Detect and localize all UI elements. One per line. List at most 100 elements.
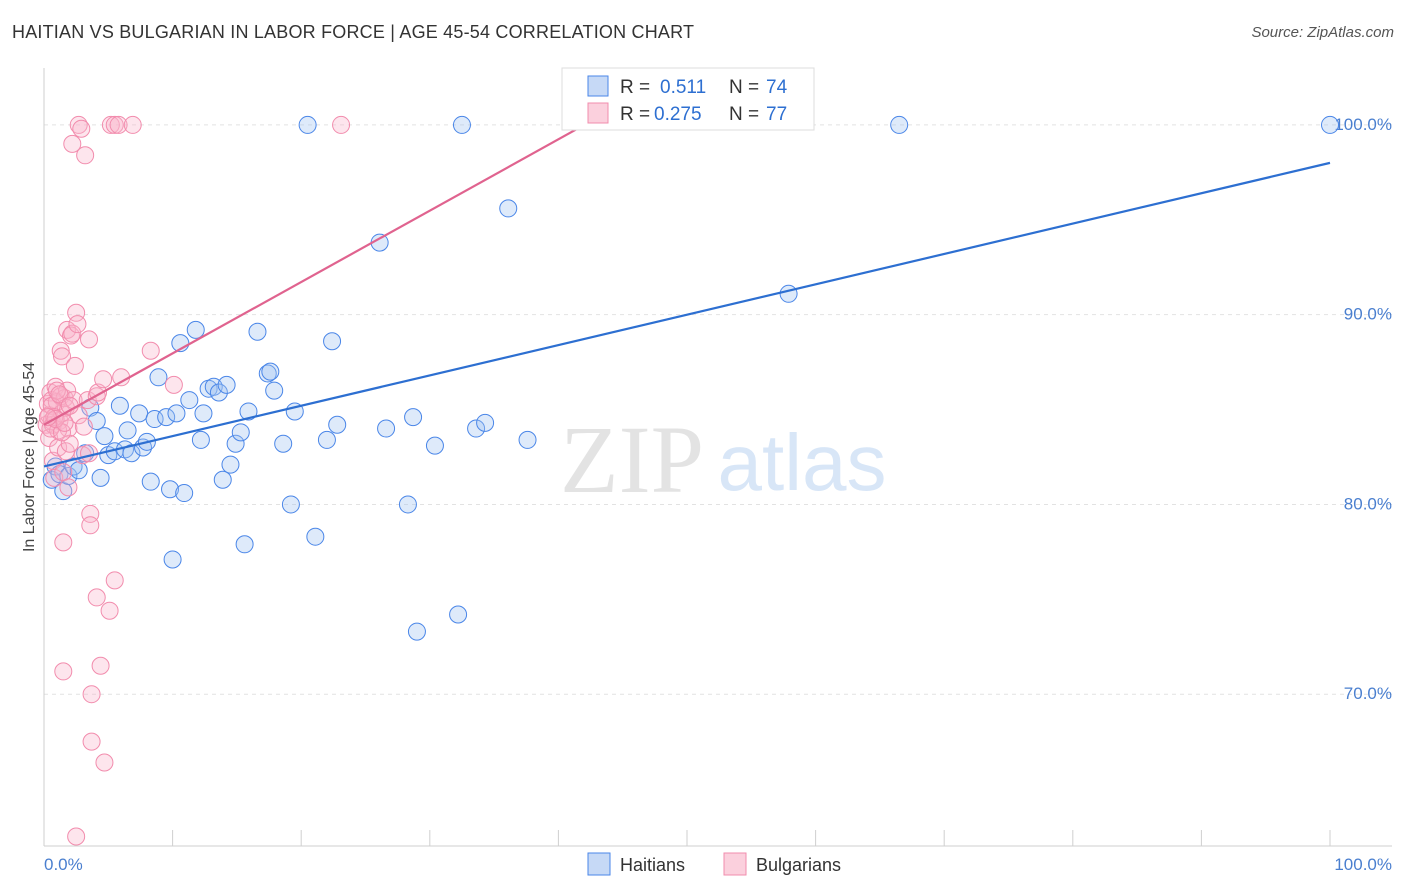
haitian-point: [226, 434, 245, 453]
haitian-point: [122, 444, 141, 463]
trendline-bulgarians: [43, 95, 637, 426]
haitian-point: [377, 419, 396, 438]
bulgarian-point: [51, 341, 70, 360]
haitian-point: [274, 434, 293, 453]
bulgarian-point: [332, 115, 351, 134]
haitian-point: [235, 535, 254, 554]
haitian-point: [467, 419, 486, 438]
haitian-point: [118, 421, 137, 440]
bulgarian-point: [74, 417, 93, 436]
legend-r-value-bulgarians: 0.275: [654, 104, 702, 125]
legend-n-value-haitians: 74: [766, 77, 788, 98]
haitian-point: [258, 364, 277, 383]
bulgarian-point: [94, 370, 113, 389]
legend-n-label-bulgarians: N =: [729, 104, 759, 125]
y-tick-label: 90.0%: [1344, 305, 1392, 324]
bulgarian-point: [91, 656, 110, 675]
haitian-point: [191, 430, 210, 449]
haitian-point: [141, 472, 160, 491]
haitian-point: [130, 404, 149, 423]
bulgarian-point: [82, 732, 101, 751]
haitian-point: [239, 402, 258, 421]
bulgarian-point: [80, 444, 99, 463]
bottom-legend-label-bulgarians: Bulgarians: [756, 855, 841, 875]
haitian-point: [175, 484, 194, 503]
haitian-point: [306, 527, 325, 546]
haitian-point: [261, 362, 280, 381]
watermark-zip: ZIP: [560, 406, 704, 513]
trendline-haitians: [43, 161, 1331, 468]
bulgarian-point: [72, 119, 91, 138]
bottom-legend-swatch-haitians: [587, 852, 611, 876]
haitian-point: [317, 430, 336, 449]
haitian-point: [449, 605, 468, 624]
bulgarian-point: [54, 533, 73, 552]
bulgarian-point: [123, 115, 142, 134]
haitian-point: [452, 115, 471, 134]
bulgarian-point: [63, 324, 82, 343]
haitian-point: [298, 115, 317, 134]
source-label: Source: ZipAtlas.com: [1251, 24, 1394, 41]
bulgarian-point: [100, 601, 119, 620]
bulgarian-point: [54, 662, 73, 681]
haitian-point: [323, 332, 342, 351]
bulgarian-point: [95, 753, 114, 772]
haitian-point: [407, 622, 426, 641]
bulgarian-point: [87, 588, 106, 607]
legend-r-value-haitians: 0.511: [660, 77, 706, 98]
y-tick-labels: 100.0% 90.0% 80.0% 70.0%: [1334, 115, 1392, 703]
haitian-point: [180, 391, 199, 410]
bulgarian-point: [80, 330, 99, 349]
y-tick-label: 100.0%: [1334, 115, 1392, 134]
bulgarian-point: [81, 516, 100, 535]
haitian-point: [186, 320, 205, 339]
bulgarian-point: [141, 341, 160, 360]
haitian-point: [194, 404, 213, 423]
legend-r-label-haitians: R =: [620, 77, 650, 98]
bulgarian-point: [164, 375, 183, 394]
bulgarian-point: [69, 406, 88, 425]
top-legend: R = 0.511 N = 74 R = 0.275 N = 77: [561, 67, 815, 131]
bulgarian-point: [105, 571, 124, 590]
haitian-point: [398, 495, 417, 514]
y-tick-label: 80.0%: [1344, 494, 1392, 513]
bulgarian-point: [54, 463, 73, 482]
legend-r-label-bulgarians: R =: [620, 104, 650, 125]
axes: [43, 68, 1392, 847]
bulgarian-point: [63, 134, 82, 153]
bottom-legend-label-haitians: Haitians: [620, 855, 685, 875]
haitian-point: [231, 423, 250, 442]
x-tick-label-right: 100.0%: [1334, 855, 1392, 874]
y-tick-label: 70.0%: [1344, 684, 1392, 703]
bottom-legend-swatch-bulgarians: [723, 852, 747, 876]
haitian-point: [221, 455, 240, 474]
bulgarian-point: [82, 685, 101, 704]
x-ticks: [43, 830, 1331, 846]
bulgarian-point: [68, 315, 87, 334]
haitian-point: [163, 550, 182, 569]
haitian-point: [476, 413, 495, 432]
bottom-legend: Haitians Bulgarians: [587, 852, 841, 876]
haitian-point: [1321, 115, 1339, 134]
haitian-point: [499, 199, 518, 218]
bulgarian-point: [76, 146, 95, 165]
bulgarian-point: [67, 303, 86, 322]
series-bulgarians: [37, 115, 351, 846]
legend-n-label-haitians: N =: [729, 77, 759, 98]
haitian-point: [167, 404, 186, 423]
series-haitians: [42, 115, 1339, 641]
bulgarian-point: [45, 468, 64, 487]
chart-title: HAITIAN VS BULGARIAN IN LABOR FORCE | AG…: [12, 22, 695, 42]
haitian-point: [145, 410, 164, 429]
haitian-point: [404, 408, 423, 427]
y-axis-label: In Labor Force | Age 45-54: [21, 362, 38, 552]
trendlines: [43, 95, 1331, 468]
haitian-point: [161, 480, 180, 499]
haitian-point: [890, 115, 909, 134]
haitian-point: [217, 375, 236, 394]
haitian-point: [281, 495, 300, 514]
bulgarian-point: [109, 115, 128, 134]
bulgarian-point: [67, 827, 86, 846]
x-tick-label-left: 0.0%: [44, 855, 83, 874]
